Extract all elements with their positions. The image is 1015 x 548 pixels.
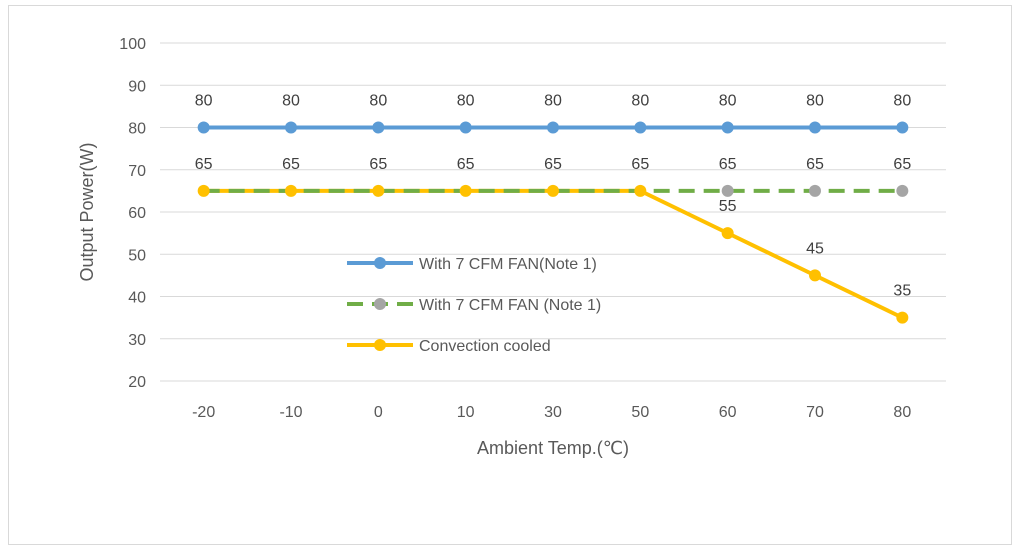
- x-tick-label: 80: [893, 404, 911, 421]
- data-point: [721, 121, 734, 134]
- y-axis-ticks: 20 30 40 50 60 70 80 90 100: [119, 36, 146, 391]
- legend-entry: With 7 CFM FAN(Note 1): [419, 256, 597, 273]
- legend-swatch-marker: [374, 257, 386, 269]
- data-point: [197, 121, 210, 134]
- data-label: 80: [544, 93, 562, 110]
- series-markers: [197, 121, 909, 324]
- data-label: 80: [195, 93, 213, 110]
- data-point: [896, 184, 909, 197]
- data-label: 65: [806, 156, 824, 173]
- x-tick-label: 50: [631, 404, 649, 421]
- x-tick-label: 0: [374, 404, 383, 421]
- data-label: 80: [893, 93, 911, 110]
- data-label: 80: [282, 93, 300, 110]
- y-tick-label: 50: [128, 247, 146, 264]
- data-point: [547, 184, 559, 197]
- data-label: 80: [631, 93, 649, 110]
- data-point: [459, 121, 472, 134]
- data-label: 65: [369, 156, 387, 173]
- data-label: 80: [719, 93, 737, 110]
- legend-entry: Convection cooled: [419, 338, 551, 355]
- data-point: [372, 184, 385, 197]
- data-label: 65: [893, 156, 911, 173]
- data-label: 65: [544, 156, 562, 173]
- data-point: [721, 227, 734, 240]
- data-point: [634, 184, 647, 197]
- x-tick-label: 60: [719, 404, 737, 421]
- data-point: [634, 121, 647, 134]
- data-label: 80: [457, 93, 475, 110]
- data-label: 45: [806, 240, 824, 257]
- x-axis-title: Ambient Temp.(℃): [477, 438, 629, 458]
- data-label: 65: [195, 156, 213, 173]
- chart-frame: [8, 5, 1012, 545]
- x-axis-ticks: -20 -10 0 10 30 50 60 70 80: [192, 404, 911, 421]
- y-tick-label: 30: [128, 332, 146, 349]
- y-tick-label: 80: [128, 121, 146, 138]
- data-point: [285, 121, 297, 134]
- y-tick-label: 40: [128, 290, 146, 307]
- data-label: 80: [369, 93, 387, 110]
- data-label: 65: [457, 156, 475, 173]
- data-point: [721, 184, 734, 197]
- y-tick-label: 90: [128, 78, 146, 95]
- data-point: [547, 121, 559, 134]
- x-tick-label: 30: [544, 404, 562, 421]
- data-point: [197, 184, 210, 197]
- data-label: 80: [806, 93, 824, 110]
- data-point: [459, 184, 472, 197]
- legend-swatch-marker: [374, 298, 386, 310]
- data-label: 65: [282, 156, 300, 173]
- x-tick-label: 10: [457, 404, 475, 421]
- data-point: [809, 269, 821, 282]
- data-point: [896, 121, 909, 134]
- y-axis-title: Output Power(W): [77, 142, 97, 281]
- y-tick-label: 20: [128, 374, 146, 391]
- y-tick-label: 100: [119, 36, 146, 53]
- data-label: 35: [893, 283, 911, 300]
- y-tick-label: 70: [128, 163, 146, 180]
- x-tick-label: -10: [279, 404, 302, 421]
- data-label: 65: [631, 156, 649, 173]
- data-label: 55: [719, 198, 737, 215]
- data-labels: 80 80 80 80 80 80 80 80 80 65 65 65 65 65 65 65 65 65 55 45…: [195, 93, 912, 300]
- y-tick-label: 60: [128, 205, 146, 222]
- data-point: [372, 121, 385, 134]
- data-point: [896, 311, 909, 324]
- data-point: [809, 121, 821, 134]
- legend-entry: With 7 CFM FAN (Note 1): [419, 297, 601, 314]
- x-tick-label: 70: [806, 404, 824, 421]
- legend-swatch-marker: [374, 339, 386, 351]
- data-point: [285, 184, 297, 197]
- legend: With 7 CFM FAN(Note 1) With 7 CFM FAN (No…: [347, 256, 601, 355]
- data-point: [809, 184, 821, 197]
- data-label: 65: [719, 156, 737, 173]
- x-tick-label: -20: [192, 404, 215, 421]
